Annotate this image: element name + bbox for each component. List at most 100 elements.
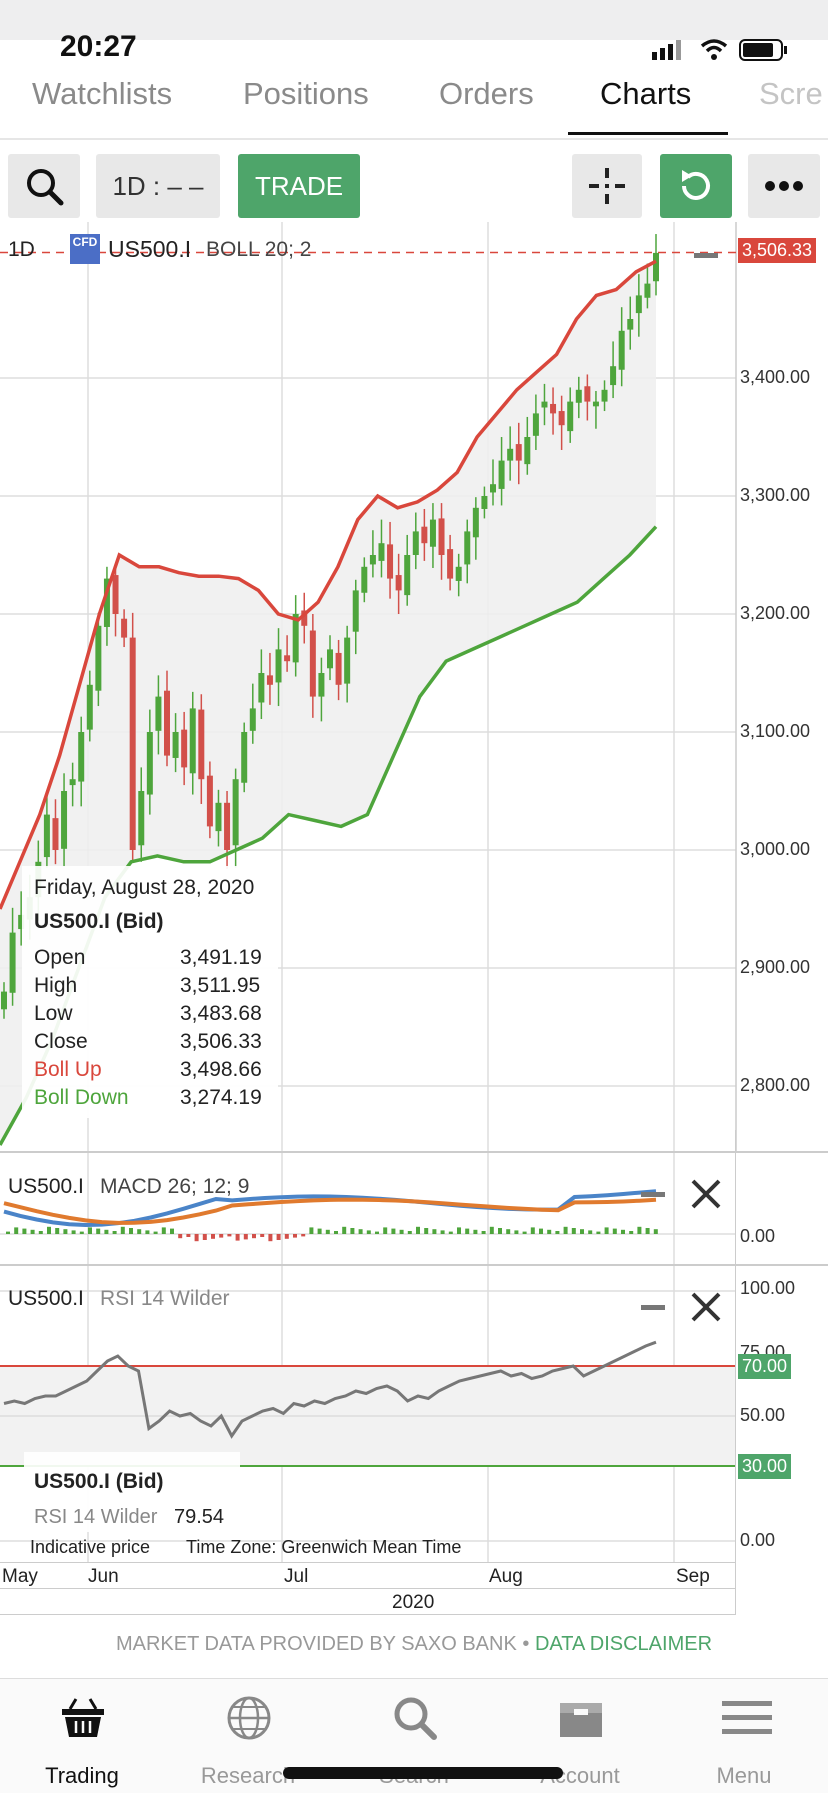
macd-histogram-bar [96, 1228, 101, 1234]
tab-screener[interactable]: Scre [759, 76, 823, 111]
macd-histogram-bar [6, 1231, 10, 1234]
candle-body [129, 637, 136, 850]
macd-histogram-bar [457, 1227, 461, 1234]
candle-body [550, 403, 557, 414]
macd-histogram-bar [424, 1228, 429, 1234]
y-axis-label: 2,800.00 [740, 1075, 811, 1095]
macd-histogram-bar [399, 1229, 404, 1234]
macd-histogram-bar [194, 1234, 199, 1242]
candle-body [215, 802, 222, 832]
tab-positions[interactable]: Positions [243, 76, 369, 111]
search-icon [394, 1697, 437, 1740]
tab-orders[interactable]: Orders [439, 76, 534, 111]
macd-histogram-bar [317, 1228, 322, 1234]
candle-body [206, 775, 213, 827]
candle-body [112, 575, 119, 614]
macd-indicator-label: MACD 26; 12; 9 [100, 1175, 250, 1198]
candle-body [86, 684, 93, 730]
candle-body [189, 708, 196, 774]
status-icons [652, 39, 787, 61]
candle-body [344, 637, 351, 684]
macd-histogram-bar [621, 1229, 625, 1234]
year-label: 2020 [392, 1592, 435, 1613]
macd-histogram-bar [252, 1234, 256, 1239]
candle-body [352, 590, 359, 632]
ohlc-tooltip: Friday, August 28, 2020 US500.I (Bid) Op… [22, 866, 278, 1118]
macd-histogram-bar [604, 1227, 609, 1234]
candle-body [429, 519, 436, 547]
macd-histogram-bar [22, 1228, 27, 1234]
more-button[interactable] [748, 154, 820, 218]
candle-body [1, 991, 7, 1010]
timeframe-button[interactable]: 1D : – – [96, 154, 220, 218]
minimize-icon[interactable] [641, 1305, 665, 1310]
last-price-tag: 3,506.33 [738, 238, 817, 263]
candle-body [52, 818, 59, 850]
refresh-button[interactable] [660, 154, 732, 218]
candle-body [481, 496, 488, 509]
more-icon [765, 181, 803, 191]
tooltip-low-label: Low [34, 1002, 73, 1025]
tooltip-high-value: 3,511.95 [180, 974, 261, 997]
macd-histogram-bar [563, 1226, 568, 1234]
candle-body [515, 444, 522, 461]
macd-histogram-bar [465, 1228, 470, 1234]
macd-histogram-bar [112, 1231, 117, 1234]
candle-body [181, 729, 188, 768]
macd-histogram-bar [391, 1228, 396, 1234]
briefcase-icon [560, 1703, 602, 1737]
macd-histogram-bar [580, 1229, 584, 1234]
candle-body [318, 673, 325, 697]
macd-histogram-bar [334, 1231, 338, 1234]
macd-histogram-bar [358, 1229, 363, 1234]
macd-histogram-bar [260, 1234, 265, 1237]
macd-histogram-bar [202, 1234, 207, 1240]
y-axis-label: 2,900.00 [740, 957, 811, 977]
macd-histogram-bar [416, 1226, 420, 1234]
macd-histogram-bar [219, 1234, 224, 1238]
macd-histogram-bar [440, 1230, 445, 1234]
separator-dot: • [522, 1633, 530, 1655]
y-axis-label: 3,400.00 [740, 367, 811, 387]
macd-histogram-bar [325, 1229, 330, 1234]
candle-body [103, 578, 110, 627]
close-rsi-button[interactable] [690, 1291, 722, 1328]
rsi-tooltip-instrument: US500.I (Bid) [34, 1470, 164, 1493]
candle-body [387, 544, 394, 579]
candle-body [438, 518, 445, 555]
candle-body [601, 389, 608, 402]
search-button[interactable] [8, 154, 80, 218]
macd-histogram-bar [448, 1231, 453, 1234]
candle-body [18, 914, 25, 930]
macd-histogram-bar [55, 1228, 60, 1234]
macd-histogram-bar [120, 1226, 125, 1234]
band-area [0, 261, 656, 1145]
macd-histogram-bar [481, 1231, 486, 1234]
macd-histogram-bar [186, 1234, 191, 1237]
candle-body [404, 555, 411, 596]
candle-body [327, 649, 333, 669]
macd-y-label: 0.00 [740, 1226, 776, 1246]
candle-body [584, 386, 591, 402]
close-macd-button[interactable] [690, 1178, 722, 1215]
nav-menu-label: Menu [716, 1763, 772, 1788]
candle-body [635, 295, 642, 314]
macd-histogram-bar [342, 1226, 347, 1234]
macd-histogram-bar [129, 1228, 133, 1234]
candle-body [472, 507, 479, 538]
tooltip-open-label: Open [34, 946, 86, 969]
candle-body [395, 575, 402, 591]
tab-charts[interactable]: Charts [600, 76, 692, 111]
data-disclaimer-link[interactable]: DATA DISCLAIMER [534, 1633, 713, 1655]
rsi-y-label: 100.00 [740, 1278, 796, 1298]
macd-histogram-bar [637, 1226, 642, 1234]
candle-body [155, 696, 162, 731]
crosshair-button[interactable] [572, 154, 642, 218]
tab-watchlists[interactable]: Watchlists [32, 76, 173, 111]
close-icon [691, 1292, 721, 1322]
indicative-price-note: Indicative price [30, 1537, 151, 1557]
minimize-icon[interactable] [641, 1192, 665, 1197]
trade-button[interactable]: TRADE [238, 154, 360, 218]
macd-panel [0, 1189, 736, 1242]
minimize-icon[interactable] [694, 253, 718, 258]
